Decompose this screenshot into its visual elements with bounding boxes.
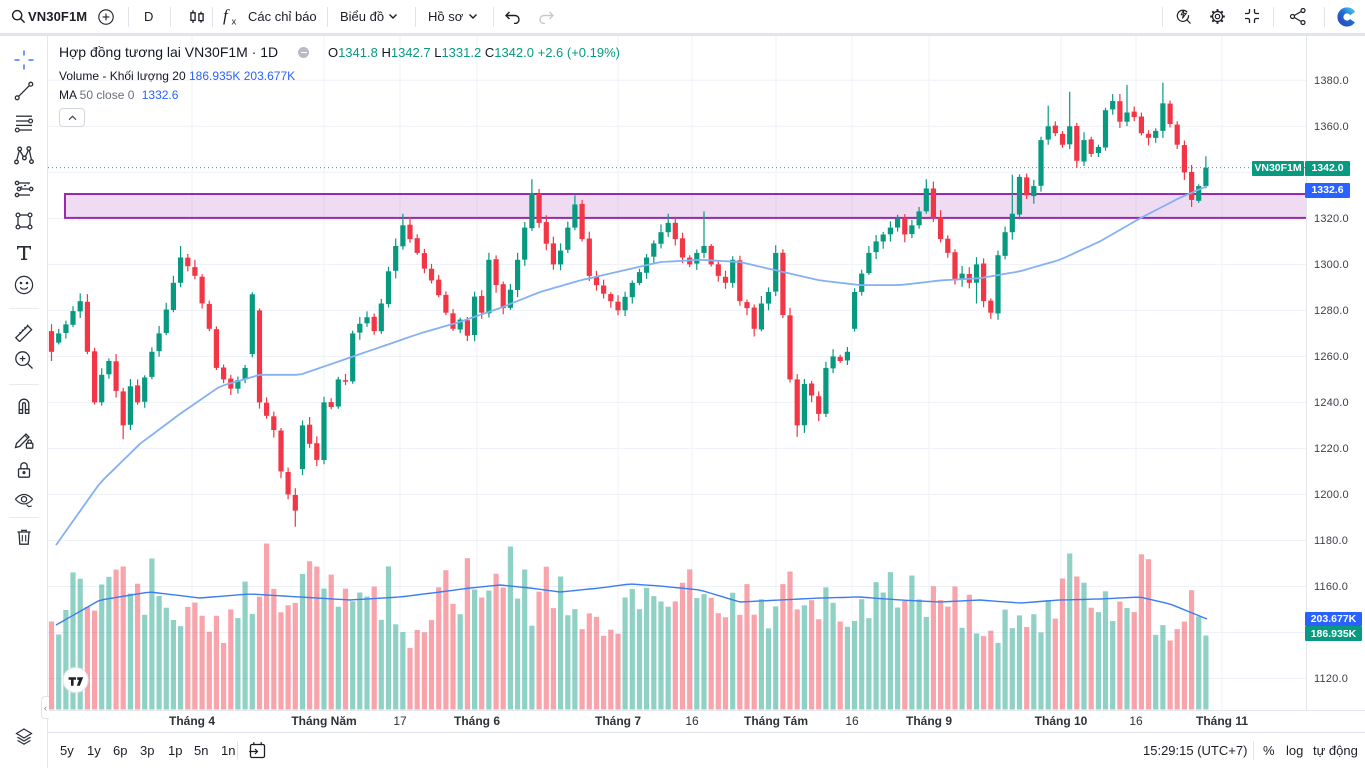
svg-text:f: f: [223, 6, 230, 25]
svg-text:x: x: [232, 17, 237, 28]
